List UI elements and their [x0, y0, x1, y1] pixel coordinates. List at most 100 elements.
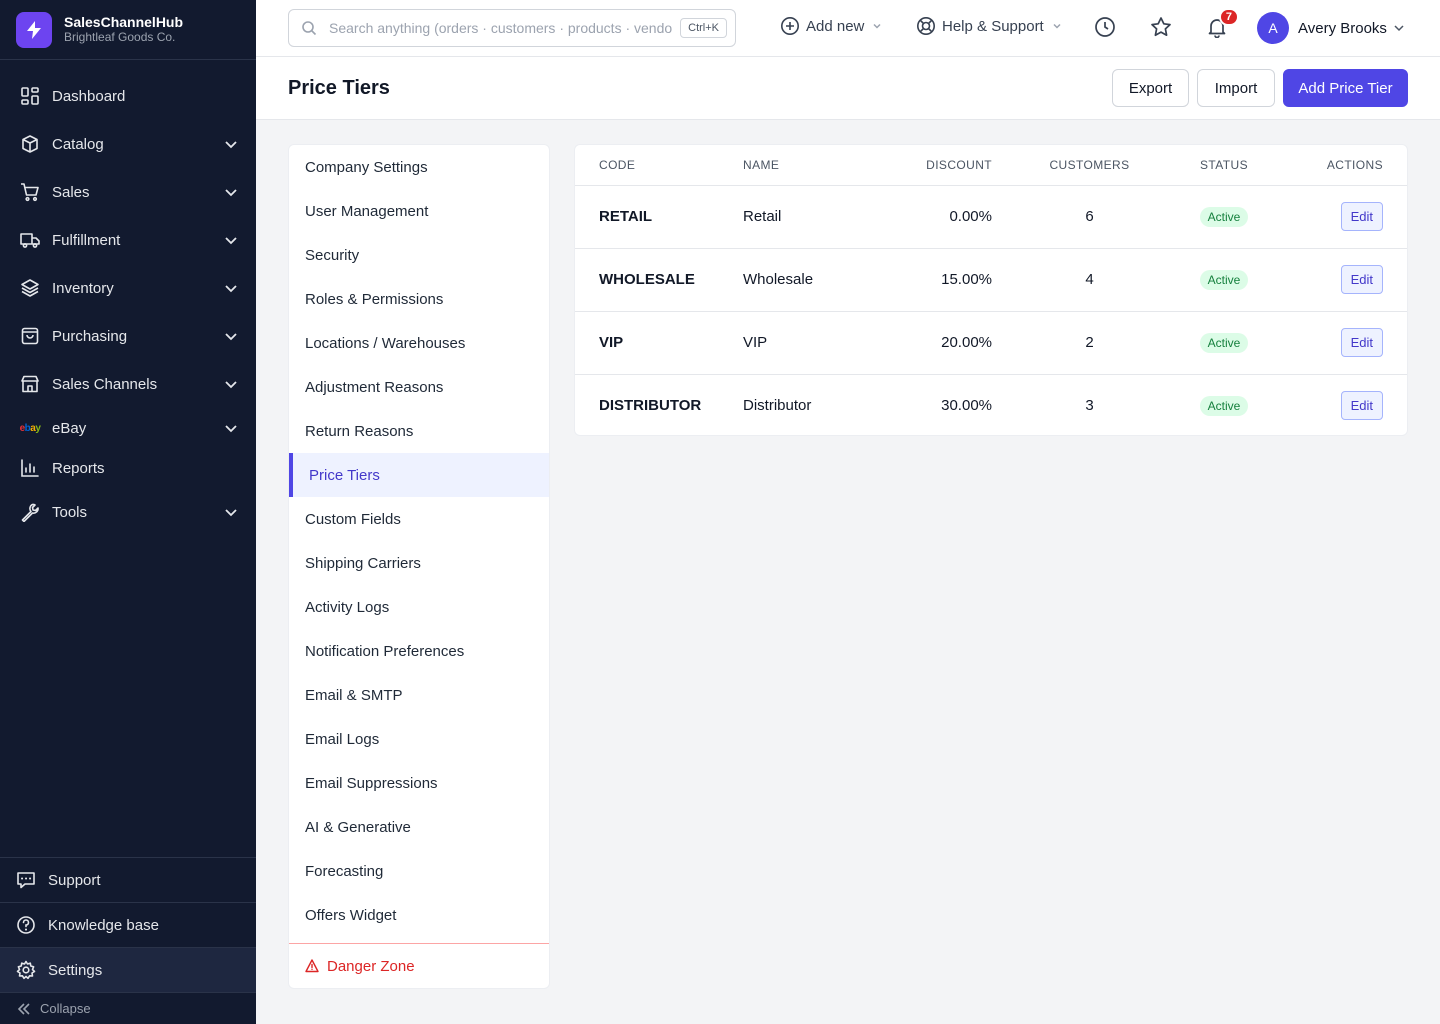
settings-nav-item-price-tiers[interactable]: Price Tiers	[289, 453, 549, 497]
column-header-status[interactable]: STATUS	[1187, 145, 1261, 186]
help-support-button[interactable]: Help & Support	[916, 16, 1062, 36]
lightning-logo-icon	[16, 11, 52, 48]
warning-icon	[305, 958, 321, 974]
sidebar-item-tools[interactable]: Tools	[0, 488, 256, 536]
dashboard-icon	[20, 86, 40, 106]
table-row: DISTRIBUTOR Distributor 30.00% 3 Active Edit	[575, 374, 1407, 435]
tier-code: VIP	[575, 311, 743, 375]
avatar: A	[1257, 12, 1289, 44]
keyboard-shortcut-hint: Ctrl+K	[680, 18, 727, 38]
tier-code: RETAIL	[575, 185, 743, 249]
column-header-customers[interactable]: CUSTOMERS	[992, 145, 1187, 186]
sidebar-item-label: eBay	[52, 419, 87, 437]
gear-icon	[16, 960, 36, 980]
column-header-code[interactable]: CODE	[575, 145, 743, 186]
tier-actions-cell: Edit	[1261, 248, 1407, 312]
add-new-button[interactable]: Add new	[780, 16, 882, 36]
sidebar-item-purchasing[interactable]: Purchasing	[0, 312, 256, 360]
settings-nav-item-activity-logs[interactable]: Activity Logs	[305, 598, 390, 616]
settings-nav-item-forecasting[interactable]: Forecasting	[305, 862, 384, 880]
page-title: Price Tiers	[288, 77, 390, 99]
settings-nav-item-email-smtp[interactable]: Email & SMTP	[305, 686, 403, 704]
sidebar-item-knowledge-base[interactable]: Knowledge base	[0, 902, 256, 947]
export-button[interactable]: Export	[1112, 69, 1189, 107]
notifications-button[interactable]: 7	[1205, 8, 1239, 39]
chevron-down-icon[interactable]	[224, 137, 238, 151]
add-new-label: Add new	[806, 17, 865, 35]
chevron-down-icon[interactable]	[224, 421, 238, 435]
settings-nav-item-shipping-carriers[interactable]: Shipping Carriers	[305, 554, 421, 572]
tier-status-cell: Active	[1187, 374, 1261, 435]
settings-nav-item-email-suppressions[interactable]: Email Suppressions	[305, 774, 438, 792]
sidebar-item-catalog[interactable]: Catalog	[0, 120, 256, 168]
sidebar-item-label: Reports	[52, 459, 105, 477]
add-price-tier-button[interactable]: Add Price Tier	[1283, 69, 1408, 107]
chevron-down-icon[interactable]	[224, 233, 238, 247]
user-name: Avery Brooks	[1298, 19, 1387, 37]
settings-nav-item-locations-warehouses[interactable]: Locations / Warehouses	[305, 334, 466, 352]
company-name: Brightleaf Goods Co.	[64, 30, 176, 44]
tier-discount: 20.00%	[873, 311, 992, 375]
sidebar-item-label: Fulfillment	[52, 231, 121, 249]
chevron-down-icon[interactable]	[224, 505, 238, 519]
sidebar-item-support[interactable]: Support	[0, 857, 256, 902]
sidebar-item-sales[interactable]: Sales	[0, 168, 256, 216]
danger-zone-link[interactable]: Danger Zone	[289, 943, 549, 988]
import-button[interactable]: Import	[1197, 69, 1275, 107]
sidebar-item-sales-channels[interactable]: Sales Channels	[0, 360, 256, 408]
settings-nav-item-ai-generative[interactable]: AI & Generative	[305, 818, 411, 836]
settings-nav-item-offers-widget[interactable]: Offers Widget	[305, 906, 397, 924]
settings-label: Settings	[48, 961, 103, 979]
settings-nav-item-email-logs[interactable]: Email Logs	[305, 730, 380, 748]
chevron-down-icon[interactable]	[224, 329, 238, 343]
sidebar-item-fulfillment[interactable]: Fulfillment	[0, 216, 256, 264]
lifebuoy-icon	[916, 16, 936, 36]
settings-nav-item-custom-fields[interactable]: Custom Fields	[305, 510, 401, 528]
status-badge: Active	[1199, 332, 1249, 353]
tier-discount: 30.00%	[941, 397, 992, 415]
tier-discount: 0.00%	[873, 185, 992, 249]
tier-customers: 2	[992, 311, 1187, 375]
truck-icon	[20, 230, 40, 250]
brand[interactable]: SalesChannelHub Brightleaf Goods Co.	[0, 0, 256, 60]
edit-button[interactable]: Edit	[1340, 202, 1383, 231]
tier-name: VIP	[743, 311, 873, 375]
help-support-label: Help & Support	[942, 17, 1044, 35]
sidebar-item-reports[interactable]: Reports	[0, 448, 256, 488]
chevron-down-icon[interactable]	[224, 185, 238, 199]
sidebar-collapse[interactable]: Collapse	[0, 992, 256, 1024]
edit-button[interactable]: Edit	[1340, 328, 1383, 357]
settings-nav-item-return-reasons[interactable]: Return Reasons	[305, 422, 414, 440]
settings-nav-item-notification-preferences[interactable]: Notification Preferences	[305, 642, 465, 660]
chat-support-icon	[16, 870, 36, 890]
chevron-down-icon[interactable]	[224, 281, 238, 295]
tier-status-cell: Active	[1187, 248, 1261, 312]
plus-circle-icon	[780, 16, 800, 36]
price-tiers-card: CODE NAME DISCOUNT CUSTOMERS STATUS ACTI…	[574, 144, 1408, 436]
settings-nav-item-company-settings[interactable]: Company Settings	[305, 158, 428, 176]
search-box[interactable]: Ctrl+K	[288, 9, 736, 47]
settings-nav-item-user-management[interactable]: User Management	[305, 202, 429, 220]
settings-nav-item-security[interactable]: Security	[305, 246, 360, 264]
search-input[interactable]	[329, 20, 673, 36]
column-header-discount[interactable]: DISCOUNT	[873, 145, 992, 186]
settings-nav-item-roles-permissions[interactable]: Roles & Permissions	[305, 290, 444, 308]
history-button[interactable]	[1093, 15, 1117, 39]
settings-nav-item-adjustment-reasons[interactable]: Adjustment Reasons	[305, 378, 444, 396]
edit-button[interactable]: Edit	[1340, 265, 1383, 294]
sidebar-item-inventory[interactable]: Inventory	[0, 264, 256, 312]
table-row: RETAIL Retail 0.00% 6 Active Edit	[575, 185, 1407, 249]
tier-code: WHOLESALE	[575, 248, 743, 312]
chevron-down-icon	[1394, 25, 1404, 32]
sidebar-item-dashboard[interactable]: Dashboard	[0, 72, 256, 120]
favorites-button[interactable]	[1149, 15, 1173, 39]
edit-button[interactable]: Edit	[1340, 391, 1383, 421]
sidebar-item-settings[interactable]: Settings	[0, 947, 256, 992]
column-header-name[interactable]: NAME	[743, 145, 873, 186]
wrench-icon	[20, 502, 40, 522]
user-menu[interactable]: A Avery Brooks	[1257, 12, 1405, 44]
layers-icon	[20, 278, 40, 298]
chevron-down-icon[interactable]	[224, 377, 238, 391]
